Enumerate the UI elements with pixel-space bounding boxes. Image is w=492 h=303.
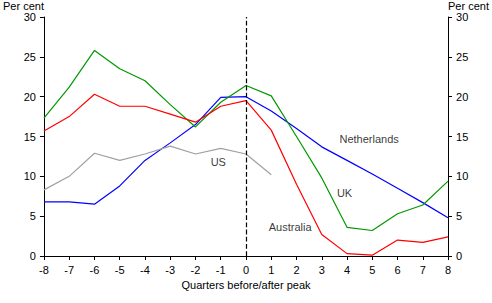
svg-text:10: 10 [24, 170, 36, 182]
svg-text:Per cent: Per cent [448, 0, 489, 12]
svg-text:-2: -2 [191, 264, 201, 276]
svg-text:-4: -4 [140, 264, 150, 276]
svg-text:30: 30 [456, 11, 468, 23]
svg-text:8: 8 [445, 264, 451, 276]
svg-text:-5: -5 [115, 264, 125, 276]
svg-text:0: 0 [30, 250, 36, 262]
svg-text:1: 1 [268, 264, 274, 276]
svg-text:0: 0 [456, 250, 462, 262]
svg-text:UK: UK [337, 187, 353, 199]
svg-text:20: 20 [24, 91, 36, 103]
svg-text:Australia: Australia [269, 221, 313, 233]
svg-text:5: 5 [369, 264, 375, 276]
svg-text:15: 15 [456, 131, 468, 143]
svg-text:Quarters before/after peak: Quarters before/after peak [181, 279, 311, 291]
svg-text:2: 2 [293, 264, 299, 276]
svg-text:-1: -1 [216, 264, 226, 276]
svg-text:4: 4 [344, 264, 350, 276]
svg-text:US: US [211, 156, 226, 168]
svg-text:-8: -8 [39, 264, 49, 276]
svg-text:7: 7 [420, 264, 426, 276]
svg-text:5: 5 [456, 210, 462, 222]
svg-text:-3: -3 [165, 264, 175, 276]
svg-text:3: 3 [319, 264, 325, 276]
svg-text:25: 25 [456, 51, 468, 63]
svg-text:0: 0 [243, 264, 249, 276]
svg-text:15: 15 [24, 131, 36, 143]
svg-text:5: 5 [30, 210, 36, 222]
svg-text:-6: -6 [90, 264, 100, 276]
svg-text:-7: -7 [64, 264, 74, 276]
svg-text:Netherlands: Netherlands [339, 133, 399, 145]
svg-text:10: 10 [456, 170, 468, 182]
svg-text:25: 25 [24, 51, 36, 63]
svg-text:6: 6 [394, 264, 400, 276]
svg-text:Per cent: Per cent [3, 0, 44, 12]
svg-text:30: 30 [24, 11, 36, 23]
svg-text:20: 20 [456, 91, 468, 103]
